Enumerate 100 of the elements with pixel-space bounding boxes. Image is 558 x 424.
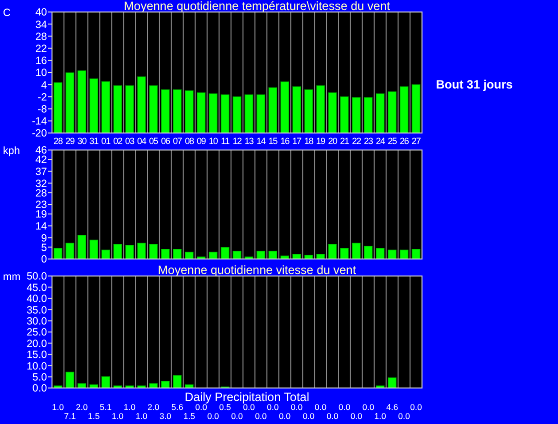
bar (196, 92, 206, 134)
data-label: 0.0 (326, 411, 339, 421)
data-label: 0.0 (410, 402, 422, 412)
y-axis-title: mm (3, 271, 21, 283)
y-tick-label: 37 (35, 166, 48, 178)
text: Bout 31 jours (436, 78, 513, 92)
data-label: 0.0 (243, 402, 256, 412)
y-tick-label: 20.0 (26, 338, 48, 350)
bar (66, 242, 74, 260)
data-label: 0.0 (350, 411, 363, 421)
bar (161, 248, 170, 260)
x-tick-label: 29 (65, 136, 75, 146)
bar (66, 372, 74, 388)
x-tick-label: 13 (244, 136, 254, 146)
x-tick-label: 01 (101, 136, 111, 146)
bar (364, 246, 373, 260)
y-tick-label: 10 (35, 67, 48, 80)
x-tick-label: 03 (125, 136, 135, 146)
data-label: 0.0 (338, 402, 351, 412)
chart-title: Moyenne quotidienne température\vitesse du vent (124, 0, 391, 13)
bar (220, 247, 230, 260)
data-label: 0.5 (219, 402, 232, 412)
y-tick-label: 45.0 (26, 282, 48, 294)
x-tick-label: 09 (196, 136, 206, 146)
x-tick-label: 19 (316, 136, 326, 146)
bar (304, 89, 313, 134)
bar (90, 240, 98, 260)
data-label: 0.0 (398, 411, 410, 421)
x-tick-label: 24 (376, 136, 386, 146)
x-tick-label: 06 (160, 136, 170, 146)
y-tick-label: 28 (35, 187, 48, 200)
bar (388, 91, 396, 134)
bar (101, 250, 110, 260)
data-label: 1.0 (52, 402, 64, 412)
bar (173, 248, 182, 260)
bar (125, 244, 134, 260)
bar (173, 375, 182, 388)
data-label: 5.1 (100, 402, 112, 412)
y-tick-label: 46 (35, 144, 48, 157)
y-tick-label: 0 (41, 254, 48, 266)
bar (137, 242, 146, 260)
y-tick-label: 32 (35, 178, 48, 190)
bar (54, 82, 62, 134)
y-tick-label: 14 (35, 220, 48, 232)
data-label: 0.0 (254, 411, 268, 421)
y-tick-label: 30.0 (26, 315, 48, 328)
data-label: 0.0 (314, 402, 327, 412)
y-tick-label: -8 (38, 103, 48, 116)
y-tick-label: 42 (35, 154, 48, 166)
bar (364, 97, 373, 134)
bar (244, 94, 254, 134)
y-tick-label: 4 (41, 79, 48, 92)
x-tick-label: 30 (77, 136, 87, 146)
x-tick-label: 25 (388, 136, 398, 146)
bar (101, 376, 110, 388)
bar (149, 85, 158, 134)
data-label: 7.1 (64, 411, 76, 421)
data-label: 2.0 (148, 402, 160, 412)
x-axis-title: Daily Precipitation Total (184, 390, 310, 404)
y-tick-label: 25.0 (26, 326, 48, 339)
x-tick-label: 26 (400, 136, 410, 146)
y-tick-label: 5.0 (32, 371, 48, 384)
data-label: 4.6 (386, 402, 398, 412)
bar (328, 244, 337, 260)
data-label: 0.0 (278, 411, 291, 421)
y-axis-title: C (3, 7, 11, 19)
bar (161, 89, 170, 134)
bar (388, 250, 396, 260)
y-tick-label: 10.0 (26, 360, 48, 372)
data-label: 1.5 (88, 411, 100, 421)
y-tick-label: 5 (41, 242, 48, 254)
bar (412, 248, 420, 260)
bar (256, 94, 266, 134)
x-tick-label: 20 (328, 136, 338, 146)
data-label: 1.0 (374, 411, 386, 421)
bar (352, 97, 361, 134)
data-label: 0.0 (231, 411, 244, 421)
x-tick-label: 11 (220, 136, 230, 146)
y-tick-label: 16 (35, 55, 48, 68)
data-label: 0.0 (207, 411, 220, 421)
y-tick-label: 34 (35, 18, 48, 31)
x-tick-label: 31 (89, 136, 99, 146)
data-label: 2.0 (76, 402, 88, 412)
y-tick-label: 9 (41, 232, 48, 244)
x-tick-label: 21 (340, 136, 350, 146)
y-tick-label: 40 (35, 6, 48, 19)
bar (376, 93, 384, 134)
x-tick-label: 04 (137, 136, 147, 146)
bar (232, 250, 242, 260)
y-tick-label: -20 (32, 128, 48, 140)
bar (328, 92, 337, 134)
bar (101, 81, 110, 134)
data-label: 0.0 (195, 402, 208, 412)
bar (220, 94, 230, 134)
y-tick-label: 40.0 (26, 293, 48, 306)
data-label: 3.0 (159, 411, 172, 421)
chart-title: Moyenne quotidienne vitesse du vent (158, 263, 357, 277)
y-tick-label: 15.0 (26, 349, 48, 362)
y-tick-label: 19 (35, 208, 48, 221)
bar (90, 78, 98, 134)
